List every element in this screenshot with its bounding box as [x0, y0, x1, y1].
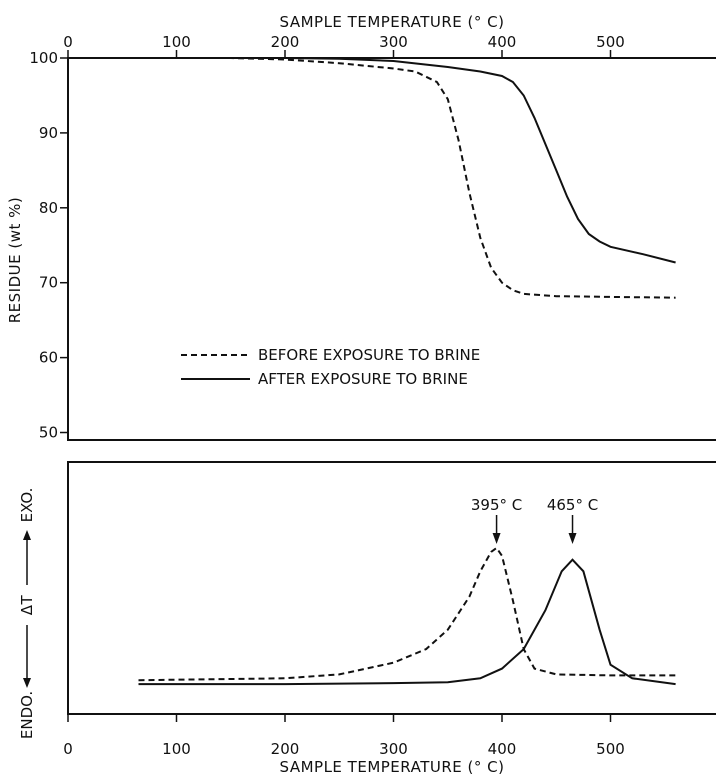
tga-plot-frame	[67, 57, 716, 441]
exo-arrow-head	[23, 530, 31, 540]
dta-x-tick-label: 0	[63, 740, 73, 758]
tga-x-tick-label: 300	[379, 33, 408, 51]
peak-annotation-arrow-head	[492, 533, 501, 544]
exo-label: EXO.	[18, 488, 36, 523]
tga-x-tick-label: 200	[271, 33, 300, 51]
tga-x-tick-label: 0	[63, 33, 73, 51]
tga-x-tick-label: 500	[596, 33, 625, 51]
dta-series-after	[138, 558, 676, 686]
dta-x-tick-label: 500	[596, 740, 625, 758]
tga-series-after	[68, 57, 676, 264]
tga-y-ticks: 50 60 70 80 90 100	[29, 49, 68, 442]
dta-series	[138, 546, 676, 686]
tga-y-tick-label: 90	[39, 124, 58, 142]
dta-x-tick-label: 400	[488, 740, 517, 758]
tga-x-ticks: 0 100 200 300 400 500	[63, 33, 625, 58]
tga-y-tick-label: 100	[29, 49, 58, 67]
endo-arrow-head	[23, 678, 31, 688]
legend-label-before: BEFORE EXPOSURE TO BRINE	[258, 346, 480, 364]
tga-panel: SAMPLE TEMPERATURE (° C) 0 100 200 300 400 50…	[6, 13, 716, 442]
dta-x-tick-label: 200	[271, 740, 300, 758]
top-x-axis-title: SAMPLE TEMPERATURE (° C)	[280, 13, 505, 31]
delta-t-label: ΔT	[18, 594, 36, 615]
legend: BEFORE EXPOSURE TO BRINE AFTER EXPOSURE …	[181, 346, 480, 388]
dta-plot-frame	[67, 461, 716, 715]
dta-x-tick-label: 100	[162, 740, 191, 758]
dta-x-ticks: 0 100 200 300 400 500	[63, 714, 625, 758]
peak-annotation-label: 395° C	[471, 496, 522, 514]
endo-label: ENDO.	[18, 691, 36, 739]
tga-x-tick-label: 100	[162, 33, 191, 51]
dta-series-before	[138, 546, 676, 682]
tga-series-before	[68, 57, 676, 299]
tga-series	[68, 57, 676, 299]
dta-annotations: 395° C 465° C	[471, 496, 598, 544]
tga-x-tick-label: 400	[488, 33, 517, 51]
dta-panel: 0 100 200 300 400 500 SAMPLE TEMPERATURE (° C…	[18, 461, 716, 776]
tga-y-tick-label: 50	[39, 424, 58, 442]
dta-y-axis-label: EXO. ΔT ENDO.	[18, 488, 36, 739]
peak-annotation-label: 465° C	[547, 496, 598, 514]
tga-y-axis-title: RESIDUE (wt %)	[6, 197, 24, 324]
tga-y-tick-label: 60	[39, 349, 58, 367]
peak-annotation-arrow-head	[568, 533, 577, 544]
tga-y-tick-label: 80	[39, 199, 58, 217]
tga-y-tick-label: 70	[39, 274, 58, 292]
bottom-x-axis-title: SAMPLE TEMPERATURE (° C)	[280, 758, 505, 776]
legend-label-after: AFTER EXPOSURE TO BRINE	[258, 370, 468, 388]
dta-x-tick-label: 300	[379, 740, 408, 758]
